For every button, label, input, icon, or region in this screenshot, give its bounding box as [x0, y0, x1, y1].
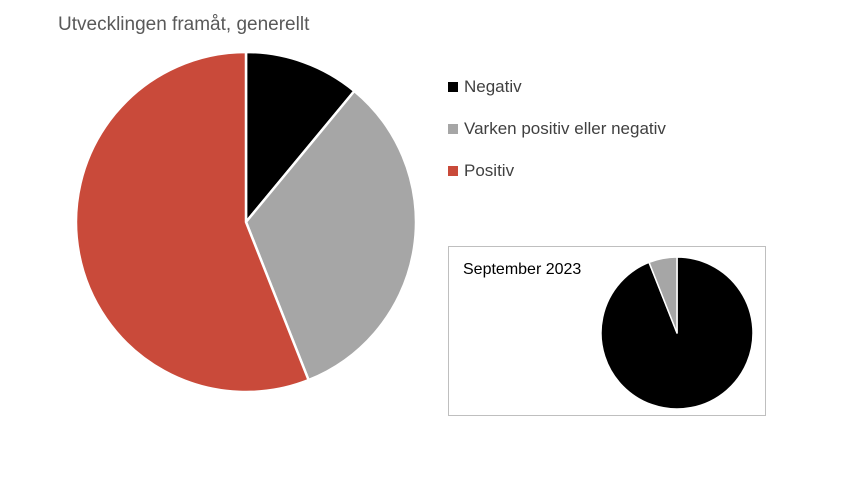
main-pie-slice-positiv — [74, 50, 310, 394]
legend-label-negativ: Negativ — [464, 77, 522, 96]
legend-item-negativ: Negativ — [448, 66, 666, 108]
inset-chart-title: September 2023 — [463, 261, 582, 278]
inset-pie-chart — [600, 256, 754, 410]
legend-item-varken: Varken positiv eller negativ — [448, 108, 666, 150]
legend-swatch-varken — [448, 124, 458, 134]
legend-label-varken: Varken positiv eller negativ — [464, 119, 666, 138]
legend-swatch-negativ — [448, 82, 458, 92]
inset-chart-box: September 2023 — [448, 246, 766, 416]
main-pie-slice-negativ — [244, 50, 356, 224]
chart-legend: Negativ Varken positiv eller negativ Pos… — [448, 66, 666, 192]
main-pie-slice-varken — [244, 89, 418, 382]
legend-item-positiv: Positiv — [448, 150, 666, 192]
inset-pie-slice-varken — [648, 256, 678, 334]
legend-label-positiv: Positiv — [464, 161, 515, 180]
chart-title: Utvecklingen framåt, generellt — [58, 14, 310, 35]
legend-swatch-positiv — [448, 166, 458, 176]
